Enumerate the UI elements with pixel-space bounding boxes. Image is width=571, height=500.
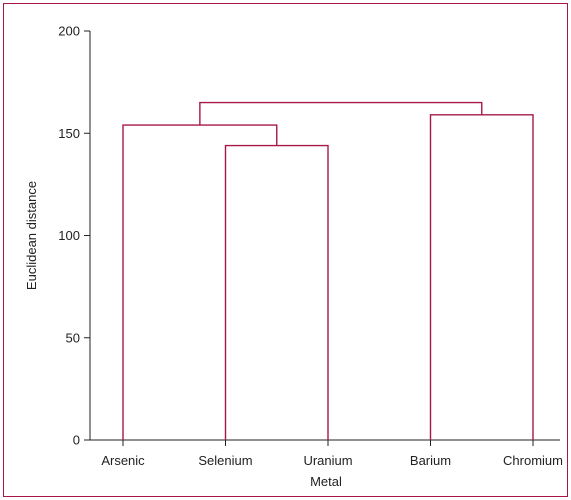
dendrogram-branches [122,101,534,440]
x-tick-label-uranium: Uranium [303,453,352,468]
axes [89,31,560,441]
y-tick-label: 100 [58,228,80,243]
merge-arsenic-selenium-uranium [122,124,278,440]
merge-barium-chromium [429,114,534,440]
dendrogram-chart: 0 50 100 150 200 Arsenic Selenium Uranium Bariu… [24,24,563,490]
x-tick-label-chromium: Chromium [503,453,563,468]
x-tick-label-selenium: Selenium [198,453,252,468]
x-ticks: Arsenic Selenium Uranium Barium Chromium [101,440,563,468]
y-ticks: 0 50 100 150 200 [58,24,90,448]
merge-selenium-uranium [224,144,329,440]
y-tick-label: 0 [73,433,80,448]
y-tick-label: 150 [58,126,80,141]
y-axis-title: Euclidean distance [24,181,39,290]
y-tick-label: 200 [58,24,80,39]
merge-arsenic-selenium-uranium-barium-chromium [199,101,483,126]
y-tick-label: 50 [66,330,80,345]
x-tick-label-barium: Barium [410,453,451,468]
dendrogram-figure: 0 50 100 150 200 Arsenic Selenium Uranium Bariu… [3,3,568,497]
x-tick-label-arsenic: Arsenic [101,453,145,468]
x-axis-title: Metal [310,474,342,489]
